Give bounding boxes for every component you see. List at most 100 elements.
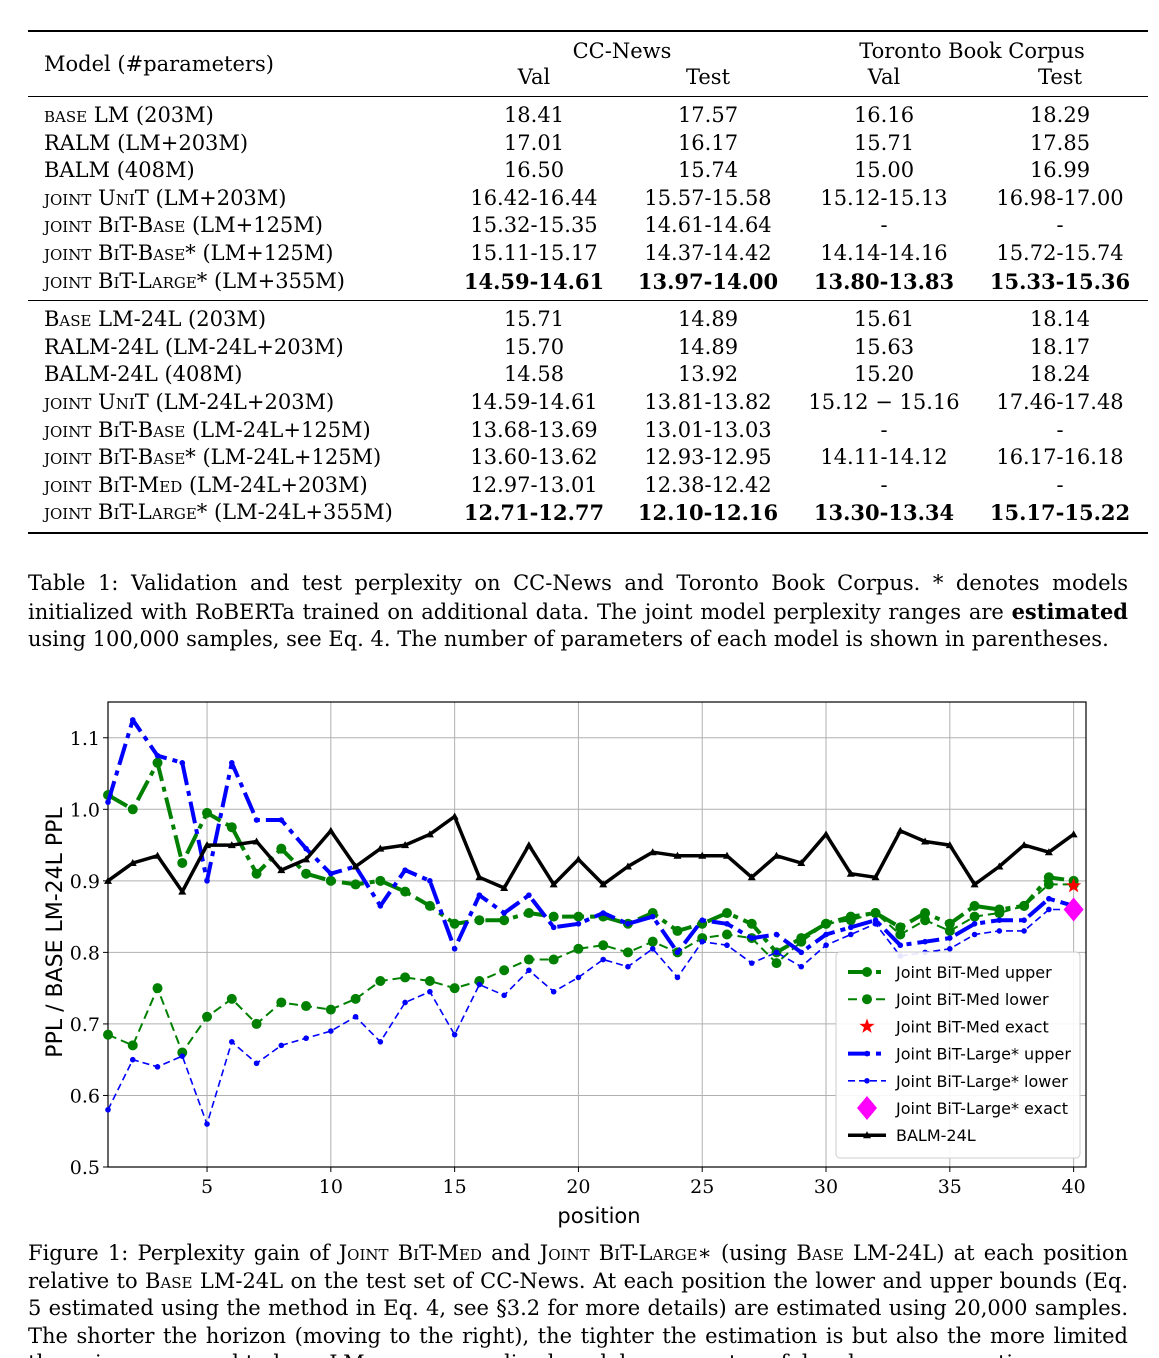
data-point bbox=[969, 911, 980, 922]
value-cell: 13.81-13.82 bbox=[644, 389, 772, 414]
data-point bbox=[303, 845, 309, 852]
data-point bbox=[970, 880, 979, 888]
data-point bbox=[575, 920, 582, 927]
data-point bbox=[797, 858, 806, 866]
data-point bbox=[350, 879, 361, 890]
plot-frame bbox=[107, 701, 1087, 1168]
data-point bbox=[105, 799, 111, 805]
data-point bbox=[1046, 895, 1052, 902]
legend-label: BALM-24L bbox=[896, 1126, 976, 1145]
data-point bbox=[995, 862, 1004, 870]
value-cell: - bbox=[880, 213, 888, 238]
value-cell: 12.71-12.77 bbox=[448, 499, 620, 534]
data-point bbox=[864, 1078, 870, 1084]
table-header-row-2: Val Test Val Test bbox=[28, 64, 1148, 97]
data-point bbox=[400, 972, 411, 983]
model-name: (LM-24L+203M) bbox=[182, 472, 368, 497]
data-point bbox=[278, 817, 285, 823]
data-point bbox=[129, 1056, 136, 1063]
data-point bbox=[699, 917, 706, 923]
value-cell: 15.32-15.35 bbox=[470, 213, 598, 238]
value-cell: - bbox=[880, 417, 888, 442]
data-point bbox=[600, 956, 606, 963]
data-point bbox=[376, 844, 385, 852]
data-point bbox=[449, 983, 460, 994]
data-point bbox=[227, 841, 236, 849]
series-joint-bit-med-lower bbox=[103, 879, 1079, 1058]
data-point bbox=[847, 931, 854, 938]
data-point bbox=[821, 918, 832, 929]
x-axis-label: position bbox=[557, 1204, 640, 1228]
data-point bbox=[699, 938, 706, 945]
table-block-12-layer: base LM (203M) 18.41 17.57 16.16 18.29 RALM (… bbox=[28, 95, 1148, 301]
x-tick-label: 10 bbox=[319, 1176, 343, 1198]
data-point bbox=[721, 908, 732, 919]
data-point bbox=[476, 892, 483, 898]
model-name-cell: joint BiT-Large* (LM-24L+355M) bbox=[28, 499, 448, 534]
value-cell: 14.11-14.12 bbox=[820, 445, 948, 470]
model-name-cell: RALM (LM+203M) bbox=[28, 130, 448, 158]
data-point bbox=[748, 935, 755, 941]
table-row: base LM (203M) 18.41 17.57 16.16 18.29 bbox=[28, 95, 1148, 130]
series-line bbox=[106, 717, 1075, 955]
table-header-row-1: Model (#parameters) CC-News Toronto Book… bbox=[28, 30, 1148, 97]
model-prefix: joint BiT-Base bbox=[44, 417, 186, 442]
value-cell: 15.11-15.17 bbox=[470, 240, 598, 265]
data-point bbox=[921, 837, 930, 845]
table-caption-bold: estimated bbox=[1011, 598, 1128, 624]
value-cell: - bbox=[1056, 417, 1064, 442]
data-point bbox=[251, 1018, 262, 1029]
data-point bbox=[424, 976, 435, 986]
data-point bbox=[859, 1018, 875, 1033]
series-joint-bit-large-exact bbox=[1063, 897, 1084, 922]
data-point bbox=[1021, 928, 1027, 934]
data-point bbox=[202, 1011, 213, 1022]
model-name-cell: base LM (203M) bbox=[28, 95, 448, 130]
value-cell: 13.60-13.62 bbox=[470, 445, 598, 470]
model-name-cell: joint UniT (LM+203M) bbox=[28, 185, 448, 213]
data-point bbox=[549, 880, 558, 888]
value-cell: 12.97-13.01 bbox=[470, 472, 598, 497]
data-point bbox=[944, 925, 955, 936]
results-table: Model (#parameters) CC-News Toronto Book… bbox=[28, 30, 1148, 534]
x-tick-label: 15 bbox=[443, 1176, 467, 1198]
data-point bbox=[154, 752, 161, 759]
data-point bbox=[328, 1028, 334, 1034]
data-point bbox=[550, 988, 557, 995]
data-point bbox=[722, 851, 731, 859]
data-point bbox=[127, 804, 138, 815]
data-point bbox=[746, 918, 757, 929]
data-point bbox=[276, 997, 287, 1008]
data-point bbox=[204, 1121, 210, 1127]
value-cell: 12.93-12.95 bbox=[644, 445, 772, 470]
series-line bbox=[107, 760, 1074, 955]
data-point bbox=[178, 887, 187, 895]
y-tick-label: 1.1 bbox=[70, 728, 100, 750]
data-point bbox=[649, 946, 656, 952]
data-point bbox=[747, 873, 756, 881]
series-balm-24l bbox=[104, 812, 1078, 895]
legend-label: Joint BiT-Med exact bbox=[895, 1017, 1049, 1036]
series-line bbox=[107, 883, 1074, 1054]
data-point bbox=[523, 908, 534, 919]
value-cell: 18.24 bbox=[1029, 362, 1091, 387]
data-point bbox=[277, 866, 286, 874]
data-point bbox=[575, 974, 582, 981]
x-tick-label: 25 bbox=[690, 1176, 714, 1198]
model-name-cell: joint BiT-Base (LM+125M) bbox=[28, 212, 448, 240]
value-cell: 13.92 bbox=[677, 362, 739, 387]
value-cell: 16.17 bbox=[677, 130, 739, 155]
data-point bbox=[673, 851, 682, 859]
data-point bbox=[425, 830, 434, 838]
data-point bbox=[104, 876, 112, 884]
data-point bbox=[845, 915, 856, 926]
data-point bbox=[674, 949, 681, 956]
data-point bbox=[375, 976, 386, 986]
value-cell: 16.98-17.00 bbox=[996, 185, 1124, 210]
figure-caption-text-5: LM-24L on the test set of CC-News. At ea… bbox=[28, 1268, 1128, 1358]
data-point bbox=[451, 1031, 458, 1038]
value-cell: 14.58 bbox=[503, 362, 565, 387]
data-point bbox=[548, 911, 559, 922]
figure-caption-base-1: Base bbox=[796, 1241, 844, 1265]
table-row: joint BiT-Large* (LM+355M) 14.59-14.61 13.… bbox=[28, 268, 1148, 301]
